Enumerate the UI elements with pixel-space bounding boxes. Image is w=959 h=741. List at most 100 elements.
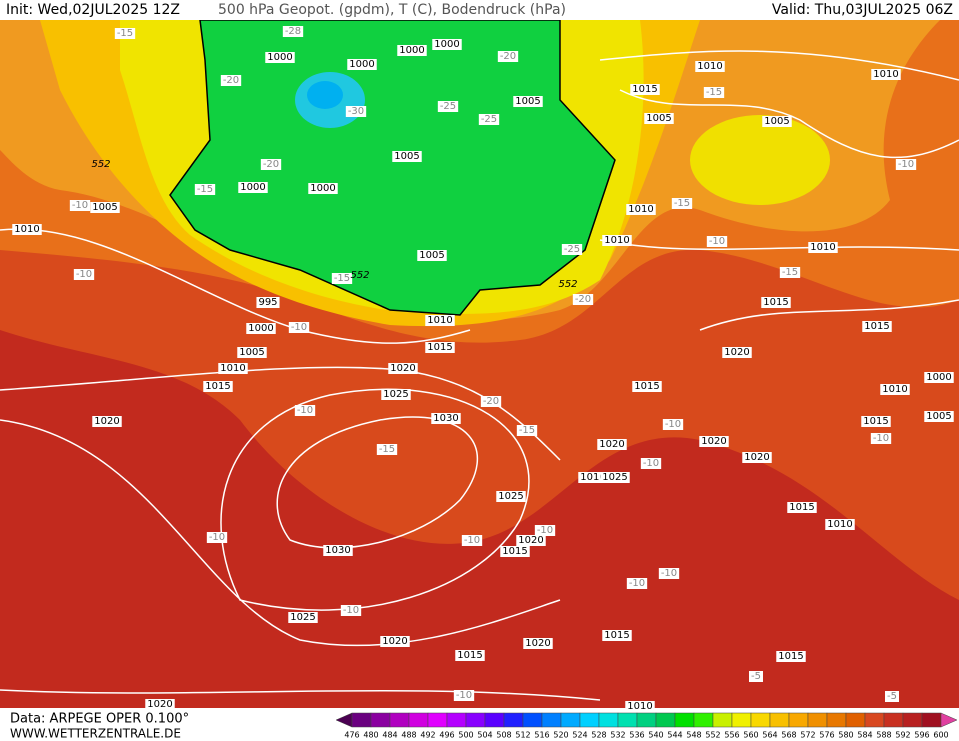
pressure-label-box	[256, 297, 280, 308]
colorbar-label: 544	[667, 731, 682, 740]
pressure-label: 1015	[427, 342, 452, 353]
temperature-label: -10	[629, 578, 645, 589]
pressure-label: 1025	[290, 612, 315, 623]
pressure-label-box	[347, 59, 377, 70]
temperature-label: -15	[379, 444, 395, 455]
temperature-label: -28	[285, 26, 301, 37]
pressure-label: 1010	[628, 204, 653, 215]
temperature-label: -10	[456, 690, 472, 701]
pressure-label-box	[626, 204, 656, 215]
pressure-label: 1025	[383, 389, 408, 400]
pressure-label: 1020	[599, 439, 624, 450]
valid-time: Valid: Thu,03JUL2025 06Z	[772, 2, 953, 18]
temperature-label-box	[345, 106, 367, 117]
pressure-label: 1025	[498, 491, 523, 502]
colorbar-label: 516	[534, 731, 549, 740]
temperature-label-box	[626, 578, 648, 589]
pressure-label-box	[500, 546, 530, 557]
pressure-label: 1010	[604, 235, 629, 246]
colorbar-label: 520	[553, 731, 568, 740]
colorbar-swatch	[522, 712, 543, 728]
temperature-label: -10	[291, 322, 307, 333]
colorbar-label: 504	[477, 731, 492, 740]
pressure-label: 1020	[724, 347, 749, 358]
pressure-label: 1010	[14, 224, 39, 235]
pressure-label-box	[145, 699, 175, 710]
temperature-label-box	[572, 294, 594, 305]
colorbar-label: 496	[439, 731, 454, 740]
pressure-label: 1000	[240, 182, 265, 193]
colorbar-label: 588	[876, 731, 891, 740]
temperature-label-box	[706, 236, 728, 247]
pressure-label-box	[425, 342, 455, 353]
colorbar-label: 508	[496, 731, 511, 740]
pressure-label-box	[513, 96, 543, 107]
pressure-label: 1015	[457, 650, 482, 661]
geopotential-label: 552	[350, 270, 369, 281]
colorbar-label: 528	[591, 731, 606, 740]
temperature-label: -15	[706, 87, 722, 98]
pressure-label: 1005	[515, 96, 540, 107]
pressure-label: 1025	[602, 472, 627, 483]
pressure-label: 1020	[701, 436, 726, 447]
pressure-label: 1020	[382, 636, 407, 647]
temperature-label: -15	[117, 28, 133, 39]
map-title: 500 hPa Geopot. (gpdm), T (C), Bodendruc…	[218, 2, 566, 18]
pressure-label: 1010	[427, 315, 452, 326]
isobar	[0, 228, 471, 344]
pressure-label-box	[388, 363, 418, 374]
pressure-label-box	[218, 363, 248, 374]
pressure-label: 1015	[778, 651, 803, 662]
temperature-label: -5	[751, 671, 761, 682]
temperature-label: -10	[209, 532, 225, 543]
colorbar-swatch	[370, 712, 391, 728]
header-bar	[0, 0, 959, 20]
temperature-label-box	[376, 444, 398, 455]
colorbar-label: 568	[781, 731, 796, 740]
pressure-label-box	[203, 381, 233, 392]
temperature-label: -10	[643, 458, 659, 469]
isobar	[276, 416, 479, 549]
pressure-label: 1020	[147, 699, 172, 710]
colorbar-label: 580	[838, 731, 853, 740]
pressure-label: 1015	[789, 502, 814, 513]
temperature-label: -30	[348, 106, 364, 117]
temperature-label-box	[516, 425, 538, 436]
temperature-label: -10	[709, 236, 725, 247]
temperature-label: -10	[297, 405, 313, 416]
pressure-label: 1010	[810, 242, 835, 253]
temperature-label-box	[779, 267, 801, 278]
colorbar-label: 484	[382, 731, 397, 740]
colorbar-swatch	[465, 712, 486, 728]
colorbar-swatch	[807, 712, 828, 728]
pressure-label-box	[380, 636, 410, 647]
map-area	[0, 19, 959, 708]
temperature-label-box	[461, 535, 483, 546]
pressure-label-box	[578, 472, 608, 483]
pressure-label: 1005	[419, 250, 444, 261]
pressure-label: 1005	[92, 202, 117, 213]
temperature-label: -10	[665, 419, 681, 430]
pressure-label: 1010	[873, 69, 898, 80]
pressure-label: 995	[258, 297, 277, 308]
temperature-label-box	[478, 114, 500, 125]
pressure-label-box	[523, 638, 553, 649]
pressure-label-box	[602, 630, 632, 641]
temperature-label: -5	[887, 691, 897, 702]
pressure-label-box	[722, 347, 752, 358]
pressure-label: 1015	[632, 84, 657, 95]
pressure-label-box	[597, 439, 627, 450]
colorbar-swatch	[446, 712, 467, 728]
field-green	[169, 19, 616, 316]
pressure-label: 1005	[764, 116, 789, 127]
pressure-label-box	[308, 183, 338, 194]
pressure-label: 1010	[697, 61, 722, 72]
colorbar-label: 592	[895, 731, 910, 740]
pressure-label: 1005	[646, 113, 671, 124]
pressure-label-box	[392, 151, 422, 162]
pressure-label-box	[455, 650, 485, 661]
temperature-label: -25	[440, 101, 456, 112]
temperature-label-box	[480, 396, 502, 407]
colorbar-label: 576	[819, 731, 834, 740]
